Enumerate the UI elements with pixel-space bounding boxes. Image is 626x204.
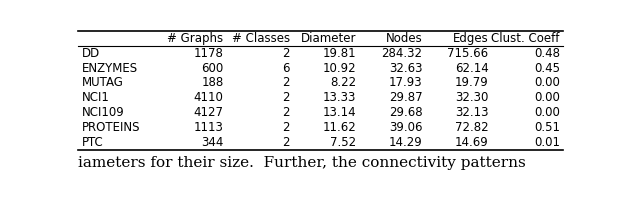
Text: iameters for their size.  Further, the connectivity patterns: iameters for their size. Further, the co… [78, 156, 526, 170]
